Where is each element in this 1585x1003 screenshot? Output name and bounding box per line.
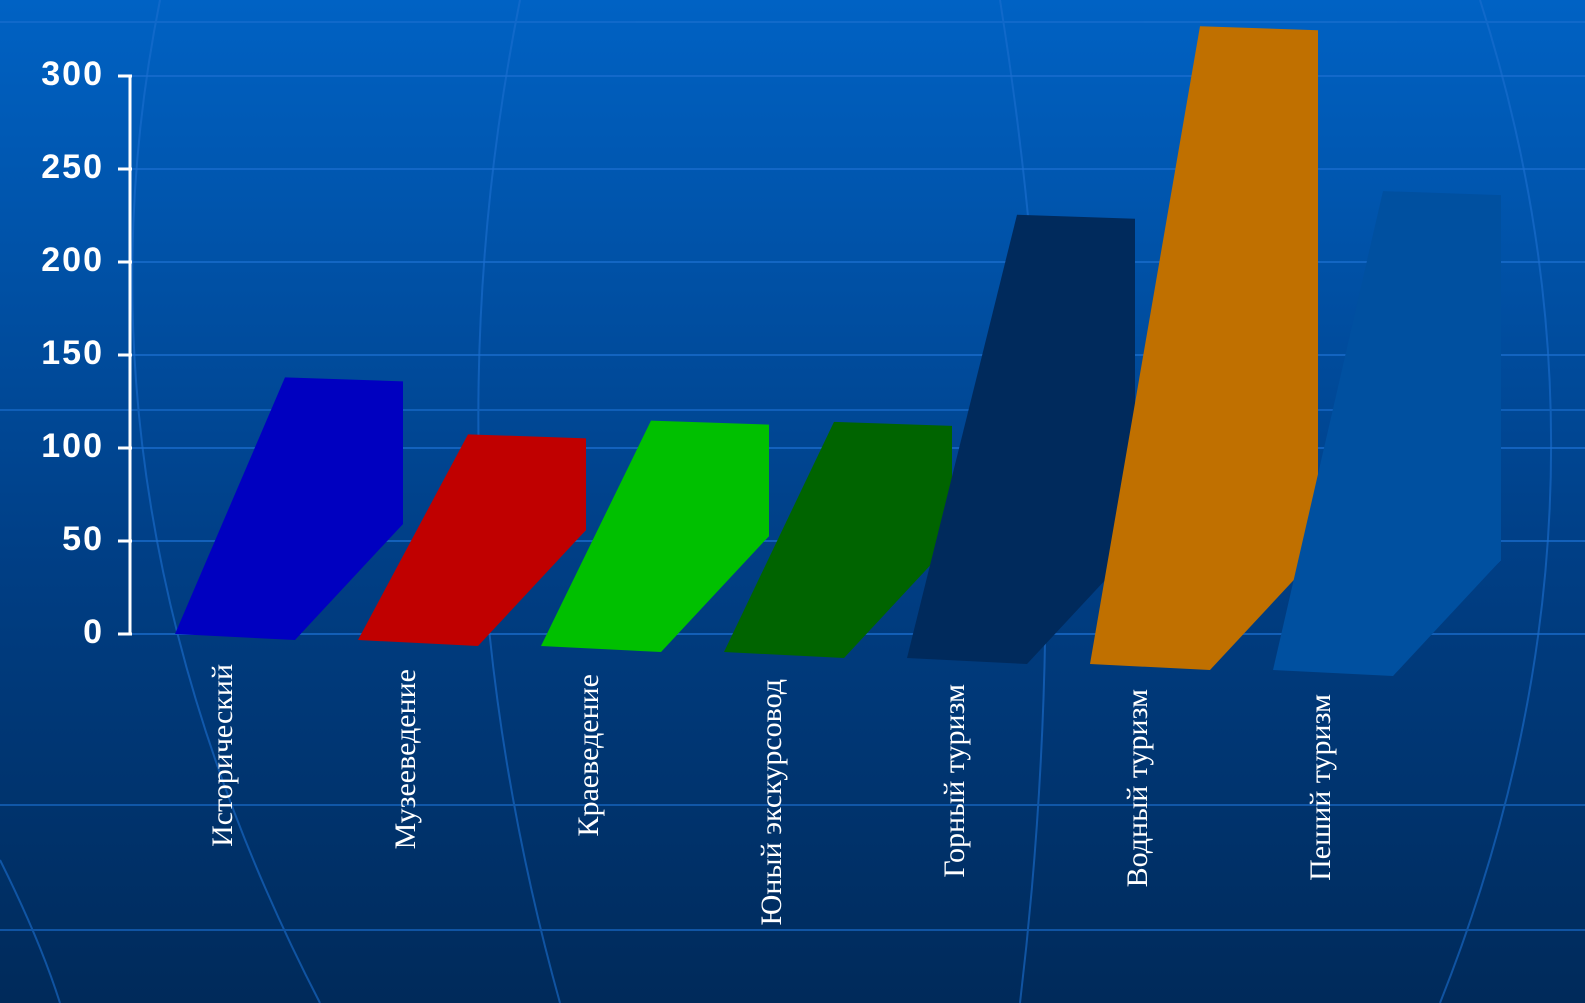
y-tick-label: 150: [41, 334, 104, 372]
bar: [358, 434, 586, 646]
bar: [1090, 26, 1318, 670]
y-tick-label: 100: [41, 427, 104, 465]
x-tick-label: Горный туризм: [938, 684, 971, 878]
x-tick-label: Музееведение: [389, 669, 422, 849]
bar: [541, 420, 769, 652]
bar: [907, 214, 1135, 664]
x-tick-label: Краеведение: [572, 674, 605, 837]
bar: [724, 421, 952, 658]
x-tick-label: Исторический: [206, 664, 239, 847]
bar: [1273, 191, 1501, 676]
bar: [175, 377, 403, 640]
y-tick-label: 50: [62, 520, 104, 558]
x-tick-label: Юный экскурсовод: [755, 679, 788, 925]
y-tick-label: 250: [41, 148, 104, 186]
x-tick-label: Пеший туризм: [1304, 694, 1337, 881]
y-tick-label: 300: [41, 55, 104, 93]
x-tick-label: Водный туризм: [1121, 689, 1154, 887]
y-tick-label: 0: [83, 613, 104, 651]
y-tick-label: 200: [41, 241, 104, 279]
